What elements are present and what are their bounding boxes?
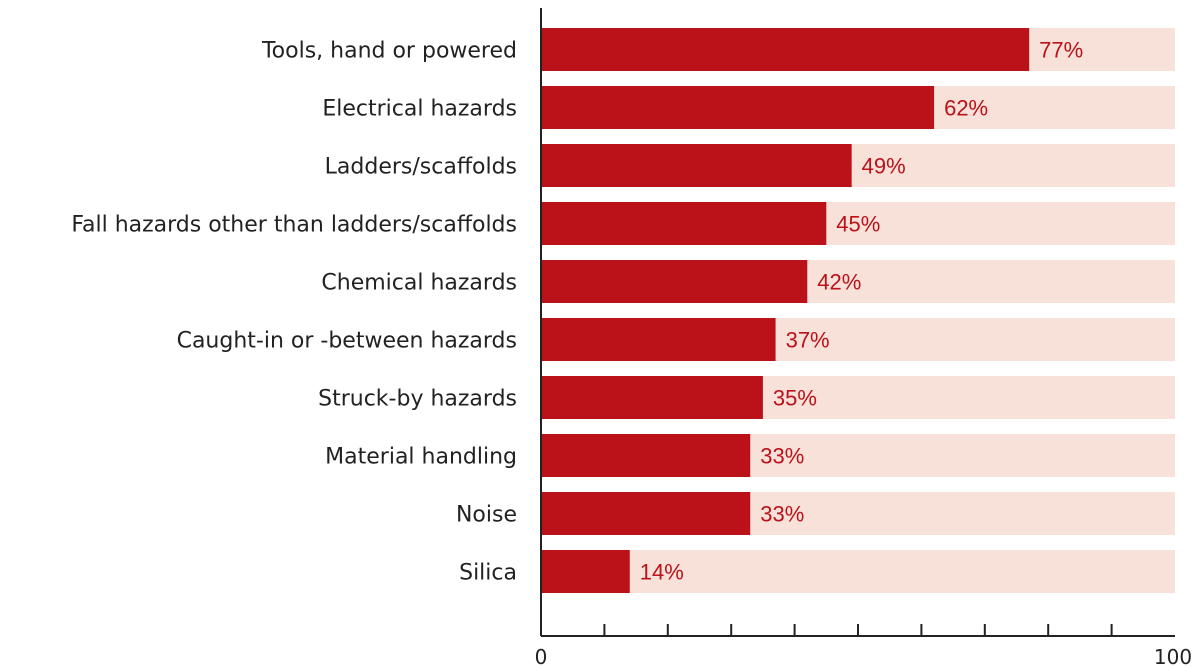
value-label-material-handling: 33% [760,444,804,469]
category-label-noise: Noise [456,503,517,528]
value-label-noise: 33% [760,502,804,527]
category-label-chemical-hazards: Chemical hazards [321,271,517,296]
x-tick-label-max: 100 [1154,645,1192,667]
bar-material-handling [541,434,751,477]
bar-silica [541,550,630,593]
category-label-material-handling: Material handling [325,445,517,470]
category-label-tools-hand-or-powered: Tools, hand or powered [261,39,517,64]
value-label-chemical-hazards: 42% [817,270,861,295]
value-label-struck-by-hazards: 35% [773,386,817,411]
value-labels: 77% 62% 49% 45% 42% 37% 35% 33% 33% 14% [640,38,1083,585]
value-label-silica: 14% [640,560,684,585]
bar-track-silica [541,550,1175,593]
bar-tools-hand-or-powered [541,28,1030,71]
bar-noise [541,492,751,535]
value-label-fall-hazards-other-than-ladders-scaffolds: 45% [836,212,880,237]
value-label-ladders-scaffolds: 49% [862,154,906,179]
category-label-fall-hazards-other-than-ladders-scaffolds: Fall hazards other than ladders/scaffold… [71,213,517,238]
category-label-struck-by-hazards: Struck-by hazards [318,387,517,412]
value-label-electrical-hazards: 62% [944,96,988,121]
x-tick-label-min: 0 [535,645,548,667]
category-label-ladders-scaffolds: Ladders/scaffolds [325,155,517,180]
bar-ladders-scaffolds [541,144,852,187]
bar-caught-in-or-between-hazards [541,318,776,361]
x-axis-ticks [603,624,1113,636]
category-label-electrical-hazards: Electrical hazards [322,97,517,122]
bar-electrical-hazards [541,86,935,129]
category-labels: Tools, hand or powered Electrical hazards… [71,39,517,586]
value-label-caught-in-or-between-hazards: 37% [786,328,830,353]
category-label-caught-in-or-between-hazards: Caught-in or -between hazards [177,329,517,354]
bar-chemical-hazards [541,260,808,303]
value-label-tools-hand-or-powered: 77% [1039,38,1083,63]
bars [541,28,1030,593]
category-label-silica: Silica [459,561,517,586]
bar-fall-hazards-other-than-ladders-scaffolds [541,202,827,245]
bar-struck-by-hazards [541,376,763,419]
